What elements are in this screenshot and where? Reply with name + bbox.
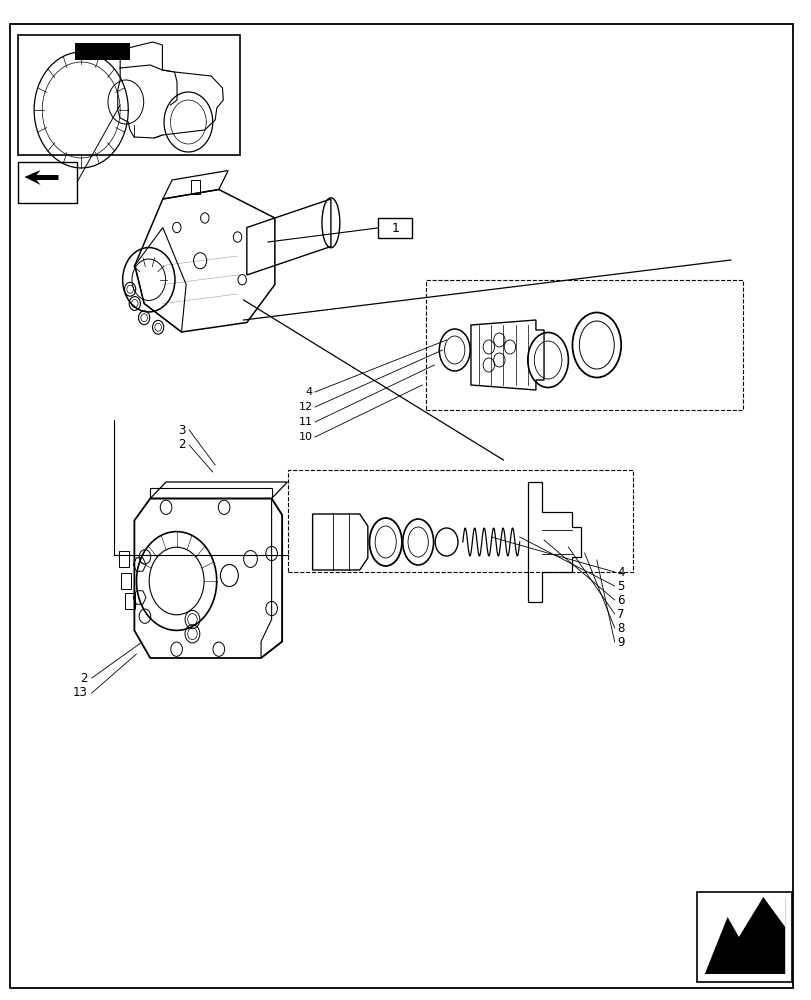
Text: 4: 4: [616, 566, 624, 578]
Text: 9: 9: [616, 636, 624, 648]
Text: 12: 12: [298, 402, 312, 412]
Text: 8: 8: [616, 621, 624, 635]
Text: 2: 2: [80, 672, 88, 684]
Text: 1: 1: [391, 222, 399, 234]
Text: 10: 10: [298, 432, 312, 442]
Text: 4: 4: [305, 387, 312, 397]
Text: 11: 11: [298, 417, 312, 427]
Text: 6: 6: [616, 593, 624, 606]
Polygon shape: [762, 897, 784, 927]
Polygon shape: [75, 43, 130, 60]
Text: 2: 2: [178, 438, 185, 452]
Text: 3: 3: [178, 424, 185, 436]
Polygon shape: [704, 897, 784, 974]
Polygon shape: [24, 170, 58, 185]
Text: 13: 13: [73, 686, 88, 700]
Text: 7: 7: [616, 607, 624, 620]
Text: 5: 5: [616, 580, 624, 592]
